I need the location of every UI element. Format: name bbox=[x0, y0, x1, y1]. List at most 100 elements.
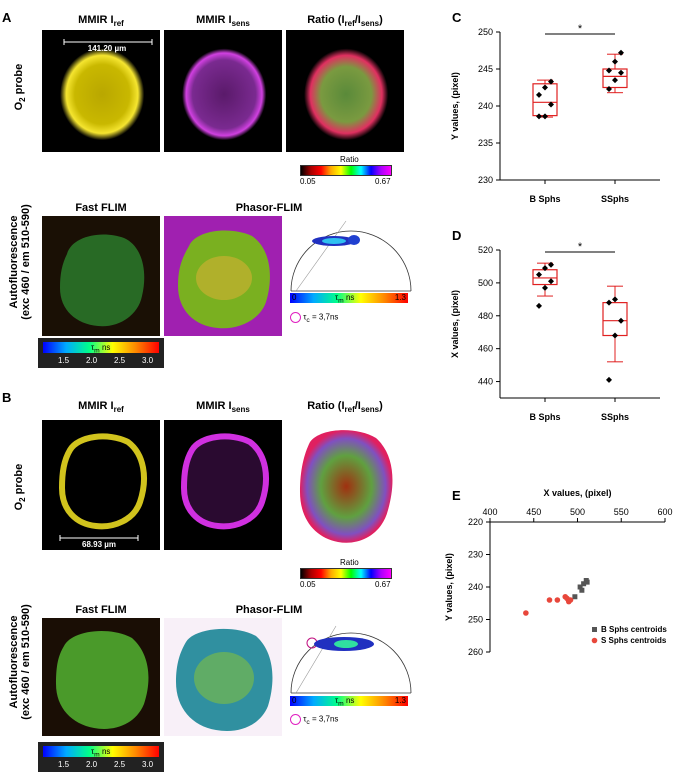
x-tick-label: 500 bbox=[570, 507, 585, 517]
spheroid-green-image bbox=[60, 234, 145, 327]
legend-entry: S Sphs centroids bbox=[601, 636, 667, 645]
panel-a-flim-tick-4: 3.0 bbox=[142, 356, 154, 365]
data-point bbox=[542, 284, 548, 291]
panel-a-flim-colorbar-box: τm ns 1.5 2.0 2.5 3.0 bbox=[38, 338, 164, 368]
data-point bbox=[542, 84, 548, 91]
panel-a-ratio-max: 0.67 bbox=[375, 177, 391, 186]
panel-a-phasor-title: Phasor-FLIM bbox=[235, 202, 303, 214]
data-point bbox=[542, 113, 548, 120]
panel-b-ratio-min: 0.05 bbox=[300, 580, 316, 589]
panel-a-probe-label: O2 probe bbox=[12, 63, 28, 111]
data-point bbox=[548, 78, 554, 85]
y-tick-label: 240 bbox=[478, 101, 493, 111]
panel-b-phasor-tau: τm ns bbox=[335, 696, 355, 708]
y-tick-label: 230 bbox=[468, 550, 483, 560]
data-point bbox=[536, 302, 542, 309]
y-tick-label: 240 bbox=[468, 582, 483, 592]
panel-b-flim-colorbar-box: τm ns 1.5 2.0 2.5 3.0 bbox=[38, 742, 164, 772]
panel-b-flim-tick-4: 3.0 bbox=[142, 760, 154, 769]
panel-b-scale-bar: 68.93 µm bbox=[82, 540, 116, 549]
data-point bbox=[612, 77, 618, 84]
y-tick-label: 250 bbox=[478, 27, 493, 37]
panel-b-letter: B bbox=[2, 390, 12, 405]
panel-a-title-ratio: Ratio (Iref/Isens) bbox=[307, 14, 383, 29]
y-tick-label: 220 bbox=[468, 517, 483, 527]
scatter-point-b bbox=[577, 584, 583, 590]
data-point bbox=[542, 265, 548, 272]
panel-a-ratio-colorbar bbox=[300, 165, 392, 176]
panel-b-flim-colorbar: τm ns bbox=[43, 746, 159, 759]
panel-b-title-ratio: Ratio (Iref/Isens) bbox=[307, 400, 383, 415]
panel-b-ratio-max: 0.67 bbox=[375, 580, 391, 589]
scatter-point-b bbox=[581, 581, 587, 587]
panel-a-phasor-tau: τm ns bbox=[335, 293, 355, 305]
y-tick-label: 260 bbox=[468, 647, 483, 657]
spheroid-magenta-image bbox=[182, 48, 267, 141]
data-point bbox=[612, 296, 618, 303]
panel-a-fast-flim-title: Fast FLIM bbox=[75, 202, 127, 214]
panel-b-tau-circle: τc = 3,7ns bbox=[290, 714, 338, 726]
data-point bbox=[618, 317, 624, 324]
chart-c: 230 235 240 245 250 Y values, (pixel) B Sphs SS… bbox=[450, 23, 660, 204]
panel-b-auto-label: Autofluorescence (exc 460 / em 510-590) bbox=[8, 604, 32, 720]
panel-a-sens-image bbox=[164, 30, 282, 152]
panel-a-flim-tick-2: 2.0 bbox=[86, 356, 98, 365]
panel-a-tau-circle: τc = 3,7ns bbox=[290, 312, 338, 324]
panel-b-flim-tau: τm ns bbox=[91, 747, 111, 759]
panel-b-phasor-colorbar: 0 τm ns 1.3 bbox=[290, 696, 408, 708]
y-tick-label: 235 bbox=[478, 138, 493, 148]
data-point bbox=[618, 69, 624, 76]
box-iqr bbox=[602, 302, 628, 337]
magenta-circle-icon bbox=[290, 312, 301, 323]
panel-a-phasor-min: 0 bbox=[292, 293, 297, 302]
data-point bbox=[612, 332, 618, 339]
phasor-semicircle bbox=[290, 625, 412, 694]
panel-a-ratio-label: Ratio bbox=[340, 155, 359, 164]
data-point bbox=[606, 85, 612, 92]
data-point bbox=[536, 91, 542, 98]
x-category-label: SSphs bbox=[601, 194, 629, 204]
panel-b-ratio-label: Ratio bbox=[340, 558, 359, 567]
panel-b-phasor-max: 1.3 bbox=[394, 696, 406, 705]
x-tick-label: 600 bbox=[657, 507, 672, 517]
y-tick-label: 460 bbox=[478, 344, 493, 354]
data-point bbox=[548, 261, 554, 268]
scatter-point-b bbox=[572, 594, 578, 600]
panel-a-scale-bar: 141.20 µm bbox=[87, 44, 127, 53]
data-point bbox=[548, 101, 554, 108]
spheroid-yellow-image bbox=[60, 39, 153, 141]
box-iqr bbox=[532, 269, 558, 286]
panel-b-sens-image bbox=[164, 420, 282, 550]
spheroid-ratio-image bbox=[300, 430, 393, 543]
data-point bbox=[548, 278, 554, 285]
y-tick-label: 500 bbox=[478, 278, 493, 288]
panel-a-ref-image: 141.20 µm bbox=[42, 30, 160, 152]
x-axis-label: X values, (pixel) bbox=[543, 488, 611, 498]
spheroid-yellow-image bbox=[58, 433, 147, 541]
x-category-label: B Sphs bbox=[529, 412, 560, 422]
scatter-point-s bbox=[546, 597, 553, 603]
x-category-label: B Sphs bbox=[529, 194, 560, 204]
panel-a-flim-colorbar: τm ns bbox=[43, 342, 159, 355]
spheroid-phasor-image bbox=[178, 230, 270, 329]
spheroid-magenta-image bbox=[180, 433, 269, 530]
x-category-label: SSphs bbox=[601, 412, 629, 422]
panel-b-flim-tick-2: 2.0 bbox=[86, 760, 98, 769]
scatter-point-s bbox=[567, 597, 574, 603]
data-point bbox=[612, 58, 618, 65]
phasor-semicircle bbox=[290, 220, 412, 292]
x-tick-label: 450 bbox=[526, 507, 541, 517]
chart-c-letter: C bbox=[452, 10, 462, 25]
data-point bbox=[536, 113, 542, 120]
y-tick-label: 440 bbox=[478, 377, 493, 387]
y-tick-label: 230 bbox=[478, 175, 493, 185]
panel-b-phasor-plot bbox=[286, 618, 416, 698]
panel-b-fast-flim-image bbox=[42, 618, 160, 736]
panel-a-phasor-plot bbox=[286, 216, 416, 296]
panel-a-flim-tick-1: 1.5 bbox=[58, 356, 70, 365]
y-tick-label: 250 bbox=[468, 615, 483, 625]
significance-star: * bbox=[578, 241, 583, 253]
legend-marker bbox=[592, 627, 597, 632]
chart-d: 440 460 480 500 520 X values, (pixel) B Sphs SS… bbox=[450, 241, 660, 422]
data-point bbox=[536, 271, 542, 278]
